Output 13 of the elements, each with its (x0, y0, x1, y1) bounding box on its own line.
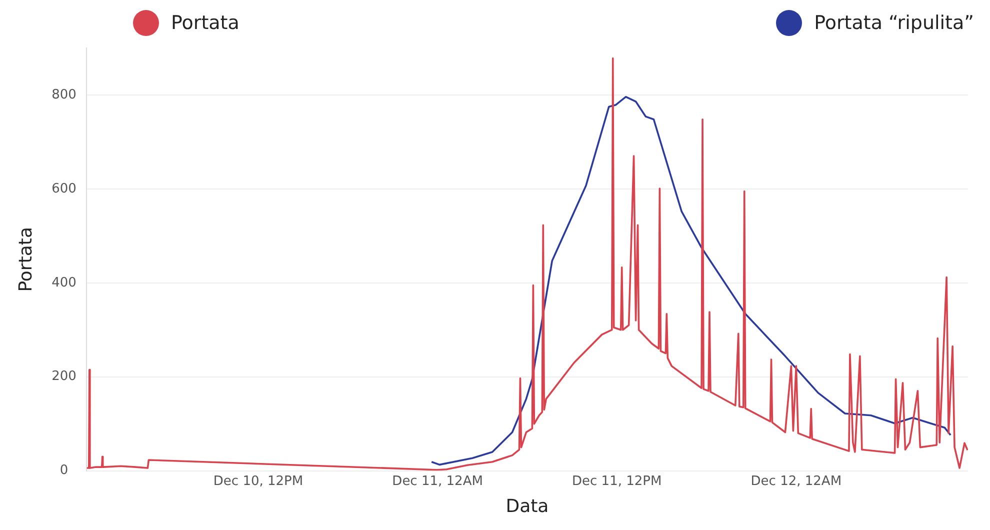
legend-label: Portata “ripulita” (814, 12, 974, 34)
legend-label: Portata (171, 12, 240, 34)
x-axis-title: Data (506, 496, 549, 517)
x-tick-label: Dec 11, 12PM (572, 474, 662, 489)
y-tick-label: 400 (52, 275, 76, 290)
x-tick-label: Dec 11, 12AM (392, 474, 483, 489)
y-tick-label: 600 (52, 181, 76, 196)
y-tick-label: 200 (52, 369, 76, 384)
x-tick-label: Dec 10, 12PM (213, 474, 304, 489)
y-tick-label: 0 (60, 463, 68, 478)
y-tick-label: 800 (52, 87, 76, 102)
y-axis-title: Portata (15, 226, 36, 292)
x-tick-label: Dec 12, 12AM (750, 474, 842, 489)
